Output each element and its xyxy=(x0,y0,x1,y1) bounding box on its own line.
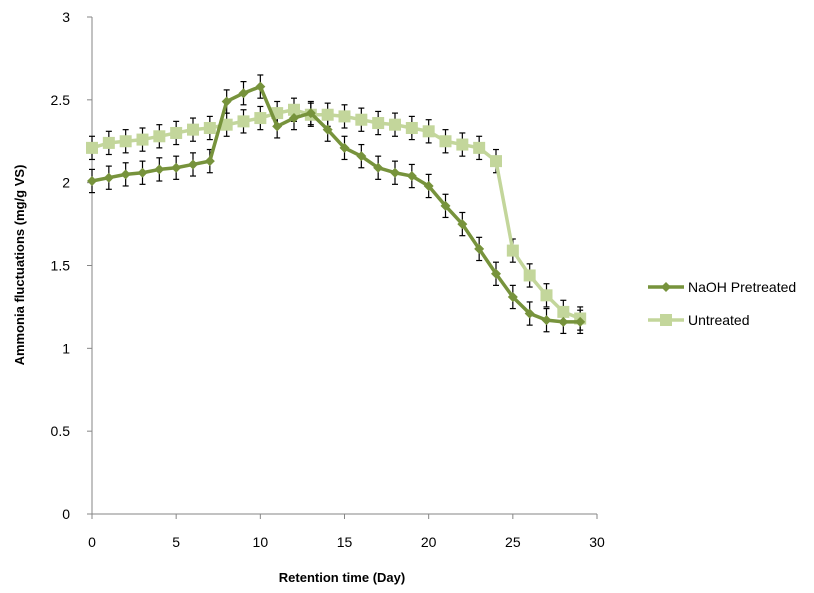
data-point xyxy=(440,200,451,211)
x-axis-title: Retention time (Day) xyxy=(279,570,405,585)
data-point xyxy=(338,110,351,123)
data-point xyxy=(272,121,283,132)
data-point xyxy=(153,130,166,143)
data-point xyxy=(491,268,501,279)
data-point xyxy=(473,141,486,154)
y-tick-label: 1.5 xyxy=(51,258,71,274)
data-point xyxy=(187,123,199,136)
data-point xyxy=(405,121,418,134)
series-line xyxy=(91,84,581,324)
data-point xyxy=(255,81,266,92)
x-tick-label: 10 xyxy=(253,534,269,550)
data-point xyxy=(456,138,469,151)
y-tick-label: 1 xyxy=(62,340,70,356)
data-point xyxy=(86,141,98,154)
data-point xyxy=(204,156,215,167)
legend: NaOH Pretreated Untreated xyxy=(648,279,796,328)
y-axis-title: Ammonia fluctuations (mg/g VS) xyxy=(12,165,27,366)
data-point xyxy=(322,124,333,135)
x-tick-label: 20 xyxy=(421,534,437,550)
data-point xyxy=(372,117,385,130)
axes: 00.511.522.530 5 10 15 20 25 30 xyxy=(51,9,605,550)
legend-marker xyxy=(661,282,671,292)
y-tick-label: 2.5 xyxy=(51,92,71,108)
data-point xyxy=(136,133,149,146)
legend-item: NaOH Pretreated xyxy=(648,279,796,295)
data-point xyxy=(221,96,232,107)
data-point xyxy=(422,125,435,138)
y-tick-label: 0.5 xyxy=(51,423,71,439)
legend-label: Untreated xyxy=(688,312,749,328)
data-point xyxy=(154,164,165,175)
legend-marker xyxy=(660,314,672,326)
data-point xyxy=(558,316,569,327)
data-point xyxy=(87,176,97,187)
data-point xyxy=(171,162,182,173)
data-point xyxy=(355,113,368,126)
data-point xyxy=(490,155,502,168)
data-point xyxy=(238,88,249,99)
data-point xyxy=(289,113,299,124)
y-tick-label: 0 xyxy=(62,506,70,522)
data-point xyxy=(356,151,367,162)
data-point xyxy=(321,108,334,121)
y-tick-label: 3 xyxy=(62,9,70,25)
data-point xyxy=(103,172,114,183)
data-point xyxy=(120,169,131,180)
data-point xyxy=(119,135,132,148)
x-tick-label: 30 xyxy=(589,534,605,550)
x-tick-label: 25 xyxy=(505,534,521,550)
data-point xyxy=(288,103,300,116)
data-point xyxy=(373,162,384,173)
data-point xyxy=(102,136,115,149)
data-point xyxy=(305,108,316,119)
series-naoh-pretreated xyxy=(87,81,586,327)
data-point xyxy=(507,291,518,302)
data-point xyxy=(220,118,233,131)
x-tick-label: 15 xyxy=(337,534,353,550)
legend-label: NaOH Pretreated xyxy=(688,279,796,295)
data-point xyxy=(524,308,535,319)
data-point xyxy=(575,316,586,327)
data-point xyxy=(523,269,536,282)
series-layer xyxy=(86,81,587,327)
data-point xyxy=(557,305,570,318)
data-point xyxy=(188,159,198,170)
legend-item: Untreated xyxy=(648,312,749,328)
data-point xyxy=(540,289,553,302)
data-point xyxy=(390,167,400,178)
data-point xyxy=(423,180,434,191)
data-point xyxy=(254,112,267,125)
data-point xyxy=(170,126,183,139)
data-point xyxy=(457,219,468,230)
x-tick-label: 5 xyxy=(172,534,180,550)
data-point xyxy=(474,243,485,254)
data-point xyxy=(541,315,552,326)
data-point xyxy=(137,167,148,178)
data-point xyxy=(439,135,452,148)
data-point xyxy=(203,121,216,134)
data-point xyxy=(339,142,350,153)
x-tick-label: 0 xyxy=(88,534,96,550)
y-tick-label: 2 xyxy=(62,175,70,191)
data-point xyxy=(506,244,519,257)
data-point xyxy=(237,115,250,128)
series-untreated xyxy=(86,103,587,325)
data-point xyxy=(389,118,401,131)
data-point xyxy=(406,171,417,182)
